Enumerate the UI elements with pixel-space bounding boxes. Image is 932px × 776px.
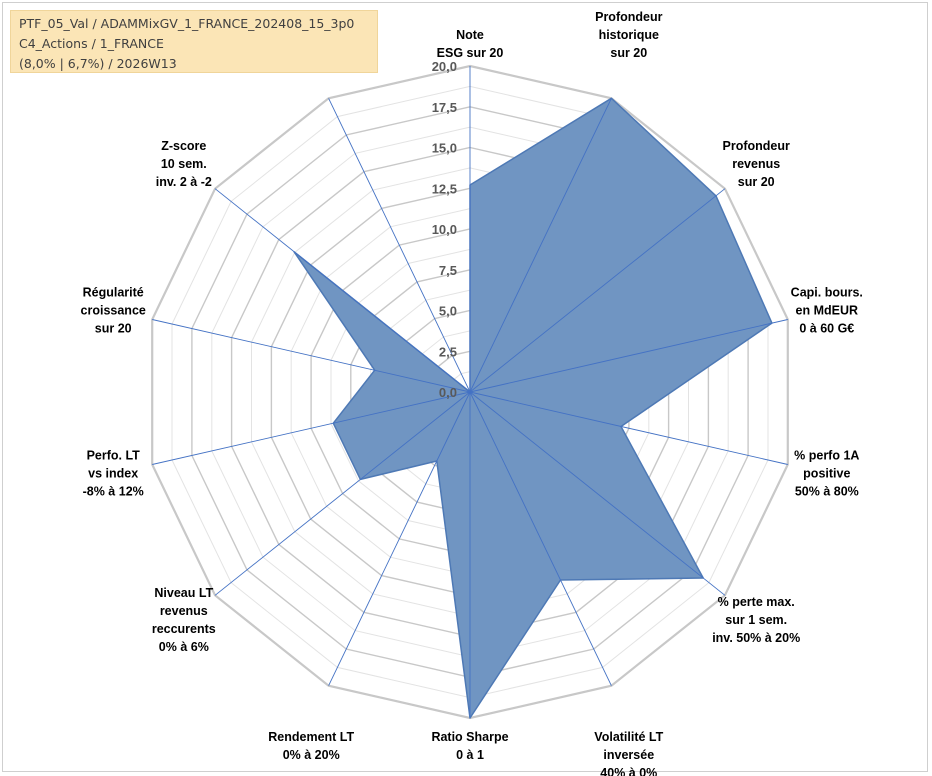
axis-label-line: inversée [603, 748, 654, 762]
axis-label: Niveau LT revenus reccurents 0% à 6% [152, 586, 216, 654]
radar-series [293, 97, 773, 719]
asset-class: C4_Actions / 1_FRANCE [19, 36, 164, 51]
tick-label: 12,5 [432, 181, 457, 196]
axis-label-line: inv. 50% à 20% [712, 631, 800, 645]
axis-label-line: Niveau LT [154, 586, 213, 600]
axis-label-line: revenus [732, 157, 780, 171]
axis-label-line: Profondeur [595, 10, 662, 24]
tick-label: 7,5 [439, 263, 457, 278]
tick-label: 0,0 [439, 385, 457, 400]
axis-label-line: Volatilité LT [594, 730, 663, 744]
axis-label-line: % perfo 1A [794, 448, 859, 462]
axis-label-line: Ratio Sharpe [431, 730, 508, 744]
axis-label: Capi. bours. en MdEUR 0 à 60 G€ [791, 286, 863, 336]
performance-week: (8,0% | 6,7%) / 2026W13 [19, 56, 177, 71]
axis-label: Profondeur revenus sur 20 [723, 139, 790, 189]
axis-label-line: Perfo. LT [87, 448, 141, 462]
axis-label: Profondeur historique sur 20 [595, 10, 662, 60]
axis-spoke [469, 391, 788, 465]
axis-label-line: 40% à 0% [600, 766, 657, 776]
axis-label-line: 50% à 80% [795, 484, 859, 498]
axis-label-line: sur 20 [95, 322, 132, 336]
axis-label-line: sur 20 [738, 175, 775, 189]
axis-label-line: ESG sur 20 [437, 46, 504, 60]
axis-label-line: vs index [88, 466, 138, 480]
axis-label-line: Note [456, 28, 484, 42]
axis-label-line: 0% à 20% [283, 748, 340, 762]
axis-spoke [469, 391, 612, 686]
axis-label-line: revenus [160, 604, 208, 618]
axis-label-line: 0 à 1 [456, 748, 484, 762]
tick-label: 20,0 [432, 59, 457, 74]
axis-label: Rendement LT 0% à 20% [268, 730, 354, 762]
axis-label-line: % perte max. [718, 595, 795, 609]
tick-label: 17,5 [432, 100, 457, 115]
axis-label: Note ESG sur 20 [437, 28, 504, 60]
axis-spoke [152, 391, 471, 465]
axis-label: Régularité croissance sur 20 [81, 286, 146, 336]
axis-label-line: Rendement LT [268, 730, 354, 744]
axis-label: Z-score 10 sem. inv. 2 à -2 [156, 139, 212, 189]
axis-spoke [328, 391, 471, 686]
axis-label-line: inv. 2 à -2 [156, 175, 212, 189]
portfolio-name: PTF_05_Val / ADAMMixGV_1_FRANCE_202408_1… [19, 16, 355, 31]
axis-spoke [469, 98, 612, 393]
axis-label: Volatilité LT inversée 40% à 0% [594, 730, 663, 776]
portfolio-info-box: PTF_05_Val / ADAMMixGV_1_FRANCE_202408_1… [10, 10, 378, 73]
axis-spoke [152, 319, 471, 393]
axis-label-line: Capi. bours. [791, 286, 863, 300]
axis-label-line: Z-score [161, 139, 206, 153]
axis-spoke [469, 319, 788, 393]
axis-spoke [214, 391, 471, 596]
axis-spoke [469, 188, 726, 393]
axis-label-line: positive [803, 466, 850, 480]
tick-label: 2,5 [439, 344, 457, 359]
axis-label-line: en MdEUR [796, 304, 859, 318]
axis-spoke [469, 391, 726, 596]
axis-spoke [328, 98, 471, 393]
tick-label: 15,0 [432, 141, 457, 156]
axis-label-line: 10 sem. [161, 157, 207, 171]
axis-label-line: Profondeur [723, 139, 790, 153]
axis-label-line: historique [599, 28, 659, 42]
radar-tick-labels: 0,0 2,5 5,0 7,5 10,0 12,5 15,0 17,5 20,0 [432, 59, 457, 400]
axis-label-line: sur 1 sem. [725, 613, 787, 627]
axis-label: % perte max. sur 1 sem. inv. 50% à 20% [712, 595, 800, 645]
axis-label-line: -8% à 12% [83, 484, 144, 498]
series-area [293, 97, 773, 719]
axis-label-line: 0 à 60 G€ [799, 322, 854, 336]
axis-label-line: 0% à 6% [159, 640, 209, 654]
axis-label-line: reccurents [152, 622, 216, 636]
axis-label-line: Régularité [83, 286, 144, 300]
axis-label: Ratio Sharpe 0 à 1 [431, 730, 508, 762]
axis-label: Perfo. LT vs index -8% à 12% [83, 448, 144, 498]
radar-axes [152, 66, 788, 718]
axis-label-line: croissance [81, 304, 146, 318]
tick-label: 10,0 [432, 222, 457, 237]
axis-label: % perfo 1A positive 50% à 80% [794, 448, 859, 498]
axis-label-line: sur 20 [610, 46, 647, 60]
tick-label: 5,0 [439, 304, 457, 319]
axis-spoke [214, 188, 471, 393]
